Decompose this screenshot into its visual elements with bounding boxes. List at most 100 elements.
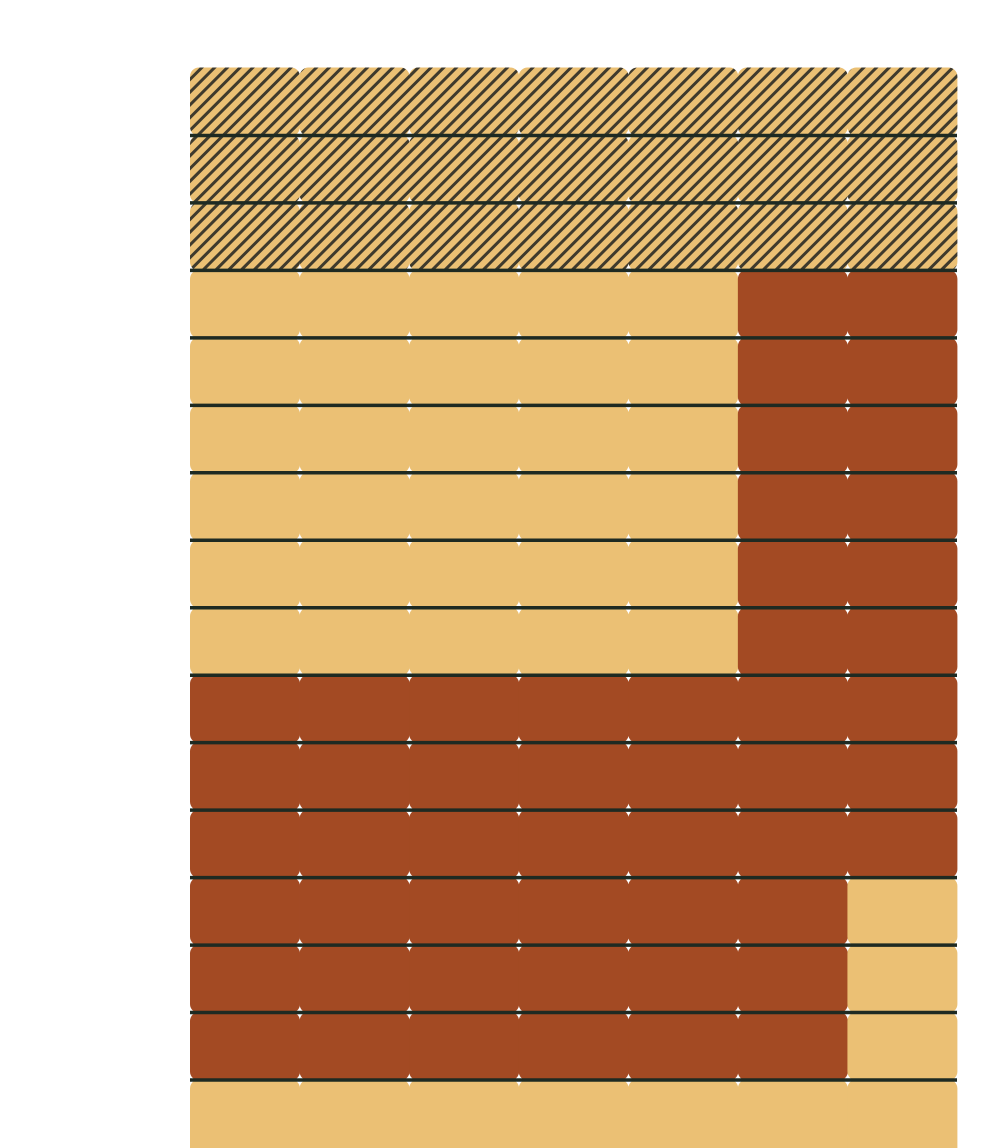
grid-cell-tan [409, 1079, 520, 1148]
grid-cell-rust [847, 674, 958, 744]
grid-cell-hatched [518, 202, 629, 271]
grid-cell-tan [409, 404, 520, 474]
grid-cell-hatched [299, 134, 410, 204]
grid-cell-hatched [190, 67, 300, 136]
grid-cell-rust [409, 1012, 520, 1081]
grid-cell-rust [628, 809, 739, 879]
grid-cell-tan [299, 539, 410, 609]
grid-cell-rust [847, 472, 958, 541]
grid-cell-tan [737, 1079, 848, 1148]
grid-cell-tan [409, 539, 520, 609]
grid-cell-rust [518, 944, 629, 1014]
grid-cell-rust [518, 742, 629, 811]
grid-cell-tan [628, 269, 739, 339]
grid-cell-tan [628, 1079, 739, 1148]
grid-cell-hatched [737, 67, 848, 136]
grid-cell-tan [518, 337, 629, 406]
grid-cell-rust [299, 742, 410, 811]
grid-cell-tan [299, 404, 410, 474]
grid-cell-hatched [737, 134, 848, 204]
grid-cell-rust [299, 1012, 410, 1081]
grid-cell-tan [518, 472, 629, 541]
grid-cell-rust [847, 809, 958, 879]
grid-cell-rust [628, 944, 739, 1014]
grid-cell-rust [190, 1012, 300, 1081]
grid-cell-tan [190, 472, 300, 541]
grid-cell-hatched [190, 134, 300, 204]
grid-cell-rust [299, 674, 410, 744]
grid-cell-hatched [518, 134, 629, 204]
grid-cell-rust [409, 674, 520, 744]
grid-cell-rust [847, 607, 958, 676]
row-divider-lines [190, 133, 957, 1082]
grid-cell-rust [409, 877, 520, 946]
grid-cells [190, 67, 958, 1148]
grid-cell-tan [518, 539, 629, 609]
grid-cell-tan [299, 337, 410, 406]
grid-cell-rust [190, 944, 300, 1014]
grid-cell-tan [299, 607, 410, 676]
grid-cell-tan [409, 607, 520, 676]
grid-cell-rust [299, 944, 410, 1014]
grid-cell-hatched [628, 67, 739, 136]
grid-cell-tan [409, 269, 520, 339]
grid-cell-rust [737, 742, 848, 811]
grid-cell-rust [628, 742, 739, 811]
grid-cell-rust [190, 742, 300, 811]
grid-cell-tan [518, 404, 629, 474]
grid-cell-hatched [299, 202, 410, 271]
grid-cell-hatched [847, 202, 958, 271]
grid-cell-hatched [409, 67, 520, 136]
grid-cell-rust [518, 877, 629, 946]
grid-cell-rust [518, 809, 629, 879]
grid-cell-rust [518, 1012, 629, 1081]
grid-cell-hatched [409, 202, 520, 271]
grid-cell-rust [737, 607, 848, 676]
grid-cell-rust [737, 944, 848, 1014]
grid-cell-rust [518, 674, 629, 744]
grid-cell-hatched [190, 202, 300, 271]
grid-cell-tan [847, 1079, 958, 1148]
grid-cell-rust [409, 742, 520, 811]
grid-cell-tan [190, 404, 300, 474]
grid-cell-hatched [518, 67, 629, 136]
grid-cell-tan [299, 1079, 410, 1148]
grid-cell-tan [847, 1012, 958, 1081]
grid-cell-rust [737, 269, 848, 339]
grid-cell-tan [628, 539, 739, 609]
grid-cell-rust [737, 337, 848, 406]
grid-cell-hatched [847, 67, 958, 136]
grid-cell-rust [737, 1012, 848, 1081]
grid-cell-rust [628, 1012, 739, 1081]
grid-cell-tan [190, 607, 300, 676]
grid-cell-rust [628, 674, 739, 744]
grid-cell-rust [847, 404, 958, 474]
grid-cell-tan [628, 607, 739, 676]
grid-cell-rust [190, 809, 300, 879]
grid-cell-hatched [737, 202, 848, 271]
grid-cell-tan [299, 472, 410, 541]
grid-cell-tan [190, 337, 300, 406]
grid-cell-rust [409, 809, 520, 879]
grid-cell-tan [518, 1079, 629, 1148]
grid-cell-tan [518, 607, 629, 676]
grid-cell-hatched [628, 134, 739, 204]
grid-cell-tan [847, 877, 958, 946]
grid-cell-rust [847, 539, 958, 609]
grid-cell-tan [190, 539, 300, 609]
grid-cell-rust [628, 877, 739, 946]
grid-cell-rust [737, 404, 848, 474]
grid-cell-tan [518, 269, 629, 339]
grid-cell-rust [737, 877, 848, 946]
grid-cell-tan [190, 1079, 300, 1148]
grid-cell-hatched [628, 202, 739, 271]
grid-cell-rust [299, 877, 410, 946]
grid-cell-rust [847, 337, 958, 406]
grid-cell-tan [190, 269, 300, 339]
grid-cell-hatched [409, 134, 520, 204]
grid-cell-hatched [847, 134, 958, 204]
grid-cell-tan [628, 472, 739, 541]
grid-cell-rust [299, 809, 410, 879]
grid-cell-rust [847, 269, 958, 339]
